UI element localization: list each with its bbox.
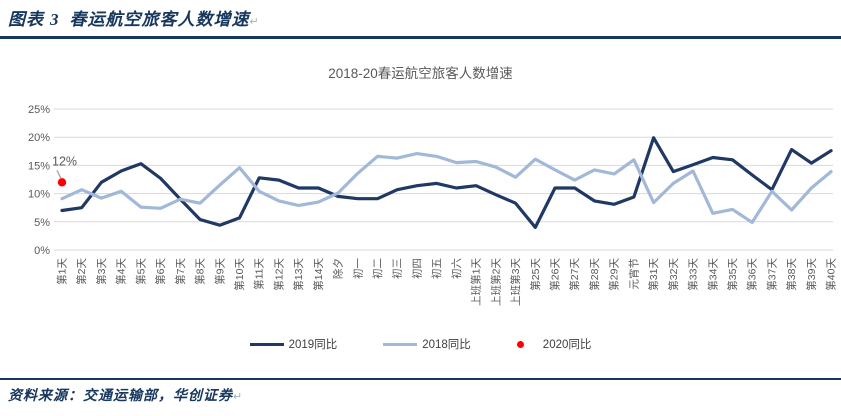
chart-legend: 2019同比 2018同比 2020同比 <box>0 336 841 352</box>
legend-item-2019: 2019同比 <box>249 336 338 352</box>
y-axis-tick-label: 0% <box>34 245 50 257</box>
y-axis-tick-label: 15% <box>28 160 50 172</box>
footer-divider <box>0 378 841 380</box>
figure-caption-label: 图表 <box>8 10 44 29</box>
x-axis-tick-label: 第10天 <box>233 258 246 291</box>
x-axis-tick-label: 初一 <box>351 258 364 279</box>
x-axis-tick-label: 第36天 <box>746 258 759 291</box>
x-axis-tick-label: 第31天 <box>647 258 660 291</box>
x-axis-tick-label: 上班第1天 <box>470 258 483 306</box>
x-axis-tick-label: 上班第3天 <box>509 258 522 306</box>
x-axis-tick-label: 第14天 <box>312 258 325 291</box>
legend-item-2020: 2020同比 <box>516 336 592 352</box>
annotation-label: 12% <box>52 154 77 168</box>
x-axis-tick-label: 元宵节 <box>627 258 640 290</box>
y-axis-tick-label: 10% <box>28 189 50 201</box>
x-axis-tick-label: 第29天 <box>608 258 621 291</box>
figure-number: 3 <box>50 10 60 29</box>
x-axis-tick-label: 初三 <box>391 258 404 279</box>
legend-label-2020: 2020同比 <box>542 339 592 351</box>
x-axis-tick-label: 初二 <box>371 258 384 279</box>
source-text: 资料来源：交通运输部，华创证券 <box>8 389 233 404</box>
x-axis-tick-label: 第38天 <box>785 258 798 291</box>
x-axis-tick-label: 第39天 <box>805 258 818 291</box>
line-chart: 0% 5% 10% 15% 20% 25% 第1天 第2天 第3天 第4天 第5天 第6天 第7天 第8天… <box>28 104 838 306</box>
x-axis-tick-label: 第6天 <box>154 258 167 285</box>
legend-label-2018: 2018同比 <box>422 339 471 351</box>
x-axis-tick-label: 上班第2天 <box>489 258 502 306</box>
x-axis-tick-label: 第11天 <box>253 258 266 290</box>
figure-title: 春运航空旅客人数增速 <box>69 10 250 29</box>
x-axis-tick-label: 第40天 <box>825 258 838 291</box>
legend-line-swatch-2018 <box>383 342 418 346</box>
legend-line-swatch-2019 <box>249 342 284 346</box>
chart-title: 2018-20春运航空旅客人数增速 <box>328 66 513 81</box>
figure-caption: 图表 3 春运航空旅客人数增速↵ <box>8 5 260 30</box>
legend-label-2019: 2019同比 <box>288 339 338 351</box>
x-axis-tick-label: 第8天 <box>194 258 207 285</box>
x-axis-tick-label: 第13天 <box>292 258 305 291</box>
legend-item-2018: 2018同比 <box>383 336 471 352</box>
x-axis-tick-label: 第1天 <box>56 258 69 285</box>
y-axis-tick-label: 20% <box>28 132 50 144</box>
data-point-2020同比 <box>57 178 67 187</box>
x-axis-tick-label: 第32天 <box>667 258 680 291</box>
x-axis-tick-label: 第27天 <box>568 258 581 291</box>
x-axis-tick-label: 第7天 <box>174 258 187 285</box>
paragraph-return-mark: ↵ <box>249 16 260 28</box>
x-axis-tick-label: 初五 <box>430 258 443 279</box>
y-axis-tick-label: 5% <box>34 217 50 229</box>
paragraph-return-mark: ↵ <box>233 391 244 403</box>
x-axis-tick-label: 初四 <box>410 258 423 279</box>
x-axis-tick-label: 第33天 <box>687 258 700 291</box>
x-axis-tick-label: 初六 <box>450 258 463 279</box>
x-axis-tick-label: 第2天 <box>75 258 88 285</box>
x-axis-tick-label: 第28天 <box>588 258 601 291</box>
x-axis-tick-label: 第37天 <box>765 258 778 291</box>
header-divider <box>0 36 841 39</box>
x-axis-tick-label: 除夕 <box>332 258 345 279</box>
x-axis-tick-label: 第35天 <box>726 258 739 291</box>
x-axis-tick-label: 第5天 <box>134 258 147 285</box>
annotation-leader-line <box>56 170 62 179</box>
x-axis-tick-label: 第12天 <box>272 258 285 291</box>
x-axis-tick-label: 第4天 <box>115 258 128 285</box>
x-axis-tick-label: 第34天 <box>706 258 719 291</box>
legend-dot-swatch-2020 <box>516 340 524 348</box>
y-axis-tick-label: 25% <box>28 104 50 116</box>
x-axis-tick-label: 第9天 <box>213 258 226 285</box>
x-axis-tick-label: 第25天 <box>529 258 542 291</box>
series-line-2019同比 <box>60 136 833 229</box>
series-line-2018同比 <box>60 151 833 224</box>
x-axis-tick-label: 第26天 <box>549 258 562 291</box>
x-axis-tick-label: 第3天 <box>95 258 108 285</box>
source-note: 资料来源：交通运输部，华创证券↵ <box>8 385 243 405</box>
